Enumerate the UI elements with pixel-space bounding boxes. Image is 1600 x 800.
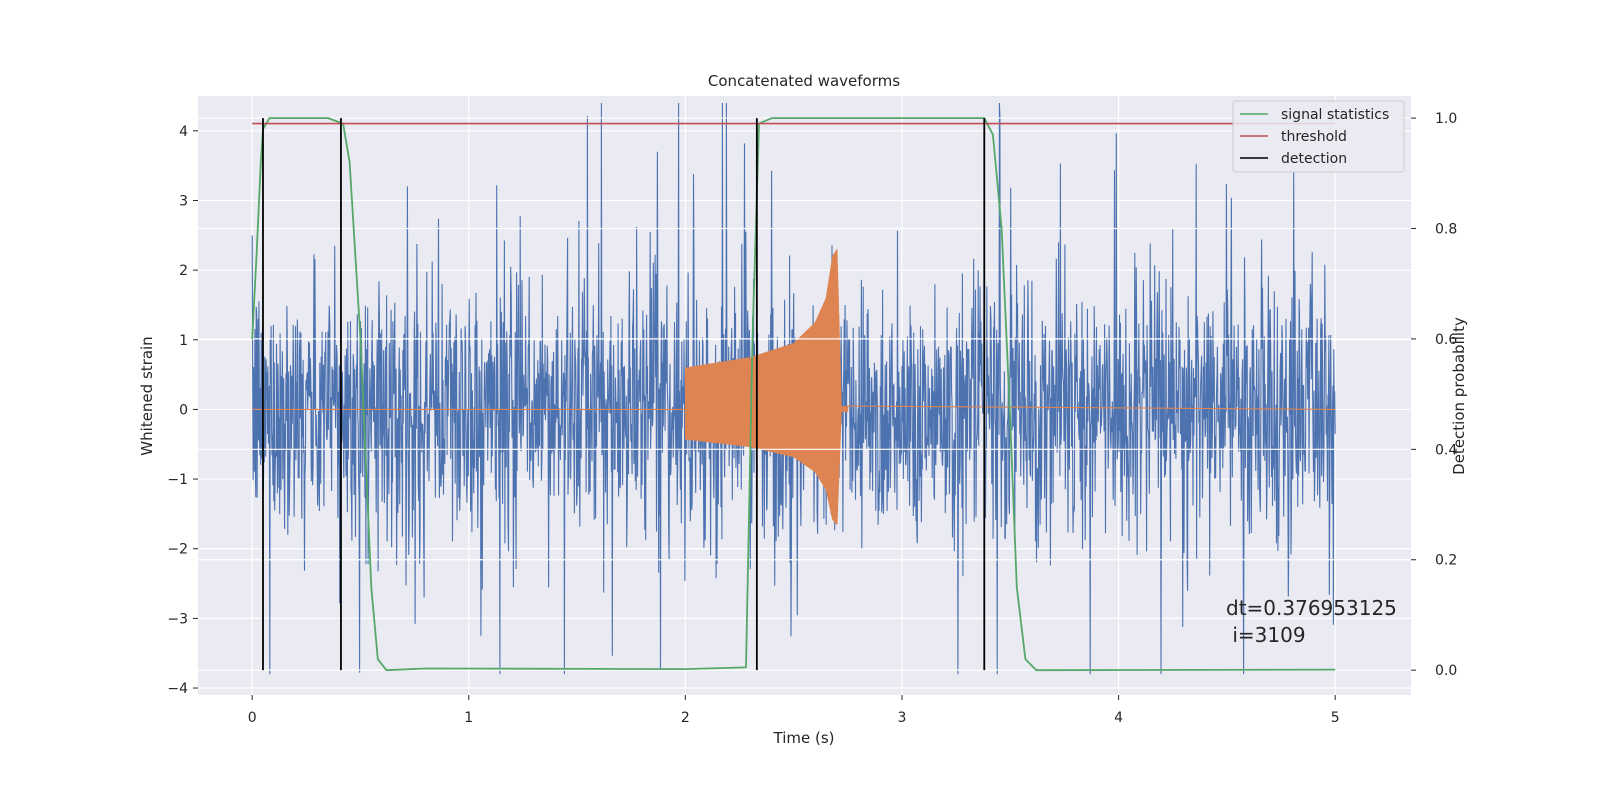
annotation-i: i=3109 — [1226, 623, 1306, 647]
series-whitened-strain — [251, 102, 1336, 675]
y-tick-label: 2 — [179, 263, 188, 279]
right-grid — [198, 117, 1411, 671]
x-tick-label: 1 — [464, 710, 473, 726]
y-right-tick-label: 0.4 — [1435, 442, 1457, 458]
y-tick-label: 0 — [179, 402, 188, 418]
y-tick-label: −3 — [167, 611, 188, 627]
y-tick-label: −4 — [167, 681, 188, 697]
y-tick-label: −2 — [167, 542, 188, 558]
x-tick-label: 4 — [1114, 710, 1123, 726]
x-axis-label: Time (s) — [773, 729, 835, 747]
y-right-tick-label: 0.0 — [1435, 663, 1457, 679]
ticks: 0 1 2 3 4 5 4 3 2 1 0 −1 −2 −3 −4 1.0 0.8 0.6 0.4 0.2 0.0 — [167, 111, 1457, 726]
y-axis-right-label: Detection probability — [1450, 317, 1468, 475]
legend-label-threshold: threshold — [1281, 129, 1347, 145]
y-tick-label: −1 — [167, 472, 188, 488]
y-tick-label: 4 — [179, 124, 188, 140]
legend-label-signal-statistics: signal statistics — [1281, 107, 1389, 123]
y-tick-label: 3 — [179, 193, 188, 209]
series-layer — [251, 102, 1336, 675]
legend: signal statistics threshold detection — [1232, 100, 1405, 173]
legend-label-detection: detection — [1281, 151, 1347, 167]
annotation-dt: dt=0.376953125 — [1226, 596, 1397, 620]
x-tick-label: 3 — [898, 710, 907, 726]
x-tick-label: 2 — [681, 710, 690, 726]
overlay-layer — [251, 117, 1336, 672]
y-tick-label: 1 — [179, 333, 188, 349]
series-chirp-waveform — [252, 249, 1336, 525]
legend-box — [1232, 100, 1405, 173]
y-axis-label: Whitened strain — [138, 336, 156, 455]
y-right-tick-label: 1.0 — [1435, 111, 1457, 127]
y-right-tick-label: 0.8 — [1435, 221, 1457, 237]
series-signal-statistics — [251, 117, 1336, 672]
x-tick-label: 5 — [1331, 710, 1340, 726]
x-tick-label: 0 — [248, 710, 257, 726]
y-right-tick-label: 0.2 — [1435, 553, 1457, 569]
chart-title: Concatenated waveforms — [708, 72, 900, 90]
y-right-tick-label: 0.6 — [1435, 332, 1457, 348]
